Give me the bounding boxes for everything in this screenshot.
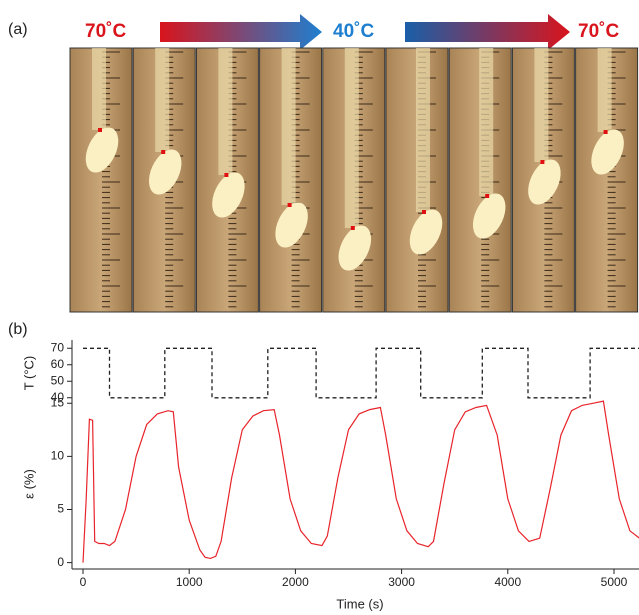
marker xyxy=(485,194,490,198)
panel-label: (a) xyxy=(8,21,28,38)
marker xyxy=(603,130,608,134)
y-tick-label: 5 xyxy=(57,502,64,516)
fiber xyxy=(597,48,612,132)
marker xyxy=(350,226,355,230)
data-line xyxy=(82,400,639,563)
fiber xyxy=(416,48,430,212)
marker xyxy=(224,173,229,177)
arrow xyxy=(160,14,322,50)
photo-strip xyxy=(69,47,639,313)
x-tick-label: 1000 xyxy=(176,575,203,589)
plots: 40 50 60 70 T (°C) 0 5 10 15 ε (%) 0 1000 2000 3000 40… xyxy=(21,340,639,611)
y-tick-label: 15 xyxy=(51,395,65,409)
temperature-label: 40˚C xyxy=(333,21,374,42)
marker xyxy=(287,203,292,207)
temperature-label: 70˚C xyxy=(85,21,126,42)
fiber xyxy=(218,48,233,175)
y-tick-label: 50 xyxy=(51,373,65,387)
y-tick-label: 40 xyxy=(51,390,65,404)
x-axis-label: Time (s) xyxy=(336,596,383,611)
x-tick-label: 5000 xyxy=(601,575,628,589)
y-tick-label: 0 xyxy=(57,555,64,569)
marker xyxy=(161,150,166,154)
x-tick-label: 4000 xyxy=(494,575,521,589)
sample xyxy=(85,127,119,173)
fiber xyxy=(92,48,106,130)
marker xyxy=(98,128,102,132)
fiber xyxy=(344,48,359,228)
marker xyxy=(422,210,426,214)
fiber xyxy=(155,48,170,152)
sample xyxy=(409,209,443,255)
fiber xyxy=(479,48,494,196)
y-tick-label: 60 xyxy=(51,357,65,371)
sample xyxy=(591,129,624,175)
arrow xyxy=(405,14,570,50)
sample xyxy=(148,149,182,195)
data-line xyxy=(83,347,639,399)
sample xyxy=(472,193,506,239)
sample xyxy=(338,225,372,271)
temperature-label: 70˚C xyxy=(578,21,619,42)
x-tick-label: 2000 xyxy=(282,575,309,589)
sample xyxy=(528,159,561,205)
fiber xyxy=(281,48,296,205)
panel-label: (b) xyxy=(8,321,28,338)
marker xyxy=(540,160,545,164)
y-tick-label: 70 xyxy=(51,340,65,354)
y-tick-label: 10 xyxy=(51,449,65,463)
y-axis-label: ε (%) xyxy=(21,469,36,499)
x-tick-label: 0 xyxy=(80,575,87,589)
sample xyxy=(212,172,245,218)
fiber xyxy=(534,48,549,162)
x-tick-label: 3000 xyxy=(388,575,415,589)
sample xyxy=(275,202,308,248)
y-axis-label: T (°C) xyxy=(21,356,36,391)
